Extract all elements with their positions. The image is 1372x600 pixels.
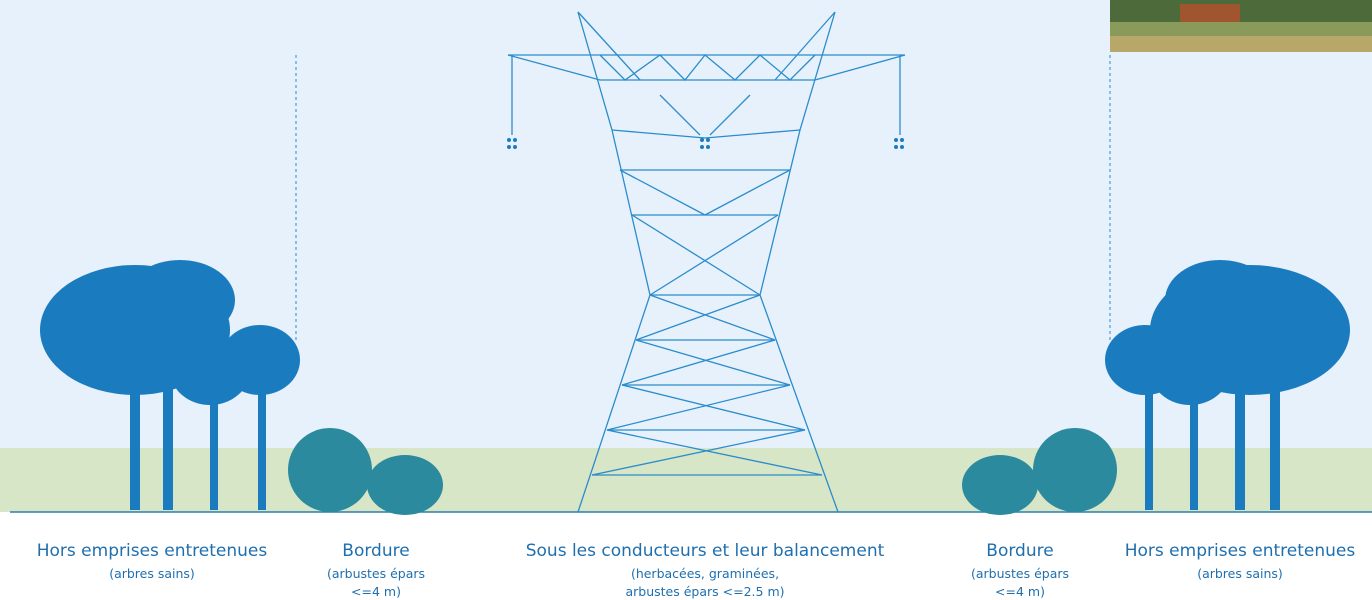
ground — [0, 448, 1372, 512]
photo — [1110, 0, 1372, 52]
zone-title: Bordure — [342, 541, 409, 561]
zone-note: <=4 m) — [995, 584, 1045, 599]
zone-title: Bordure — [986, 541, 1053, 561]
zone-note: (arbres sains) — [1197, 566, 1283, 581]
zone-note: <=4 m) — [351, 584, 401, 599]
diagram: Hors emprises entretenues (arbres sains)… — [0, 0, 1372, 600]
zone-note: arbustes épars <=2.5 m) — [625, 584, 784, 599]
zone-note: (arbustes épars — [971, 566, 1069, 581]
zone-title: Hors emprises entretenues — [37, 541, 268, 561]
zone-note: (herbacées, graminées, — [631, 566, 779, 581]
zone-title: Hors emprises entretenues — [1125, 541, 1356, 561]
zone-title: Sous les conducteurs et leur balancement — [526, 541, 885, 561]
zone-note: (arbres sains) — [109, 566, 195, 581]
zone-note: (arbustes épars — [327, 566, 425, 581]
